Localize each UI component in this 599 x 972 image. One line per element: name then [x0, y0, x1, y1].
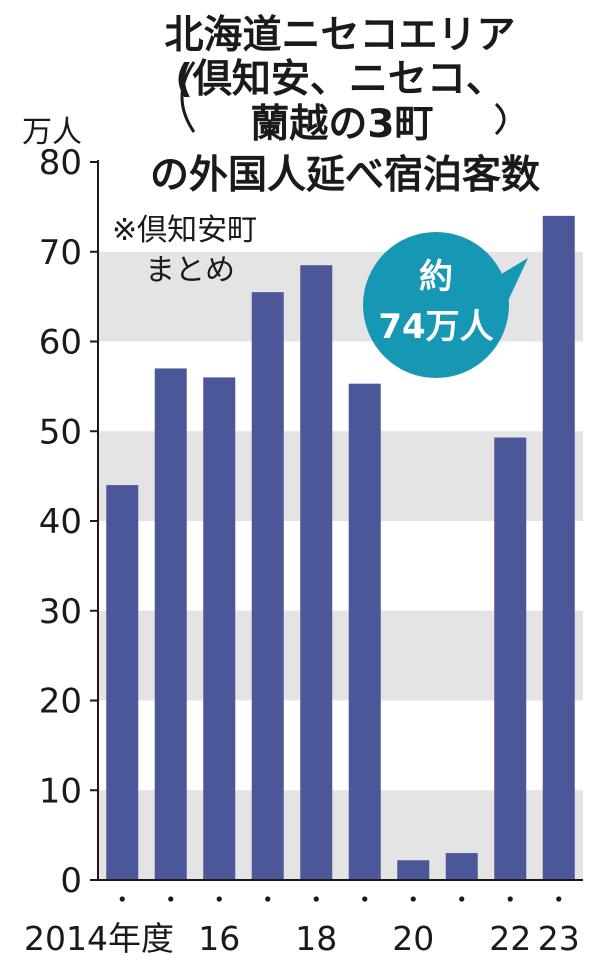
callout-bubble [363, 232, 509, 378]
bar-2014年度 [106, 485, 139, 880]
y-tick-label: 10 [39, 771, 82, 811]
y-tick-label: 20 [39, 682, 82, 722]
y-tick-label: 80 [39, 143, 82, 183]
y-tick-labels: 0 10 20 30 40 50 60 70 80 [39, 143, 82, 901]
bars [106, 215, 575, 881]
bar-17 [251, 292, 284, 880]
y-unit-label: 万人 [22, 115, 82, 150]
x-tick-label: 16 [198, 919, 240, 958]
note-line-1: ※倶知安町 [112, 213, 257, 248]
x-tick-dot [362, 896, 368, 902]
bar-19 [348, 383, 381, 880]
x-tick-dot [459, 896, 465, 902]
title-line-2: (倶知安、ニセコ、 [175, 57, 505, 102]
bar-21 [445, 853, 478, 880]
bar-22 [494, 437, 527, 880]
x-tick-labels: 2014年度 16 18 20 22 23 [24, 896, 580, 958]
y-tick-label: 0 [60, 861, 82, 901]
y-tick-label: 50 [39, 412, 82, 452]
bar-18 [300, 265, 333, 880]
title-line-3: 蘭越の3町 [250, 102, 433, 147]
x-tick-dot [119, 896, 125, 902]
x-tick-label: 2014年度 [24, 919, 174, 958]
x-tick-dot [313, 896, 319, 902]
x-tick-dot [168, 896, 174, 902]
bar-23 [542, 215, 575, 881]
bar-20 [397, 860, 430, 880]
source-note: ※倶知安町 まとめ [112, 213, 257, 288]
y-tick-label: 70 [39, 233, 82, 273]
y-tick-label: 30 [39, 592, 82, 632]
x-tick-dot [507, 896, 513, 902]
x-tick-label: 18 [295, 919, 337, 958]
x-tick-label: 22 [489, 919, 531, 958]
chart-title: 北海道ニセコエリア (倶知安、ニセコ、 蘭越の3町 の外国人延べ宿泊客数 [150, 13, 540, 198]
x-tick-label: 20 [392, 919, 434, 958]
y-tick-label: 60 [39, 323, 82, 363]
x-tick-dot [556, 896, 562, 902]
x-tick-label: 23 [538, 919, 580, 958]
y-tick-label: 40 [39, 502, 82, 542]
x-tick-dot [410, 896, 416, 902]
callout: 約 74万人 [363, 232, 528, 378]
bar-16 [203, 377, 236, 880]
title-paren-right [494, 102, 506, 136]
x-tick-dot [265, 896, 271, 902]
title-line-4: の外国人延べ宿泊客数 [150, 153, 540, 198]
x-tick-dot [216, 896, 222, 902]
note-line-2: まとめ [145, 253, 235, 288]
callout-line-1: 約 [419, 257, 453, 297]
axes [90, 160, 583, 881]
bar-15 [154, 368, 187, 880]
title-line-1: 北海道ニセコエリア [164, 13, 515, 58]
callout-line-2: 74万人 [378, 307, 493, 347]
title-paren-left [180, 61, 196, 133]
